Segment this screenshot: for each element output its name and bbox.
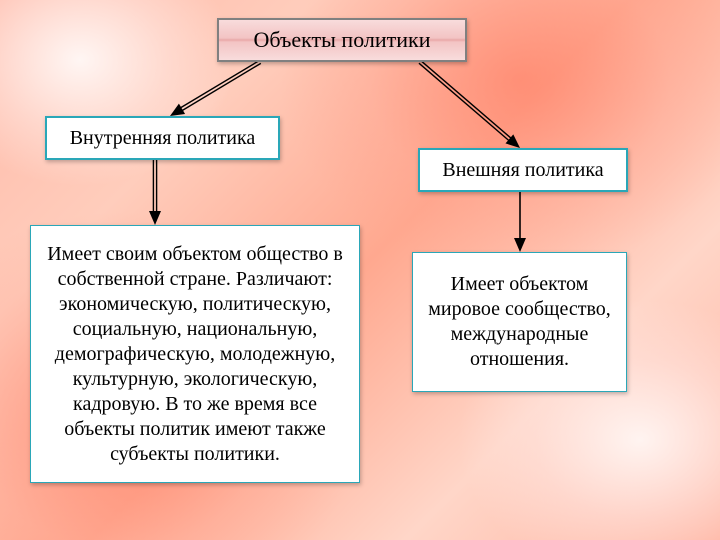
right-title-label: Внешняя политика — [442, 158, 603, 183]
root-node: Объекты политики — [217, 18, 467, 62]
left-title-label: Внутренняя политика — [70, 126, 256, 151]
root-node-label: Объекты политики — [253, 26, 430, 54]
right-title-node: Внешняя политика — [418, 148, 628, 192]
left-body-label: Имеет своим объектом общество в собствен… — [41, 242, 349, 467]
right-body-node: Имеет объектом мировое сообщество, между… — [412, 252, 627, 392]
left-body-node: Имеет своим объектом общество в собствен… — [30, 225, 360, 483]
slide-canvas: Объекты политики Внутренняя политика Вне… — [0, 0, 720, 540]
right-body-label: Имеет объектом мировое сообщество, между… — [423, 272, 616, 372]
left-title-node: Внутренняя политика — [45, 116, 280, 160]
